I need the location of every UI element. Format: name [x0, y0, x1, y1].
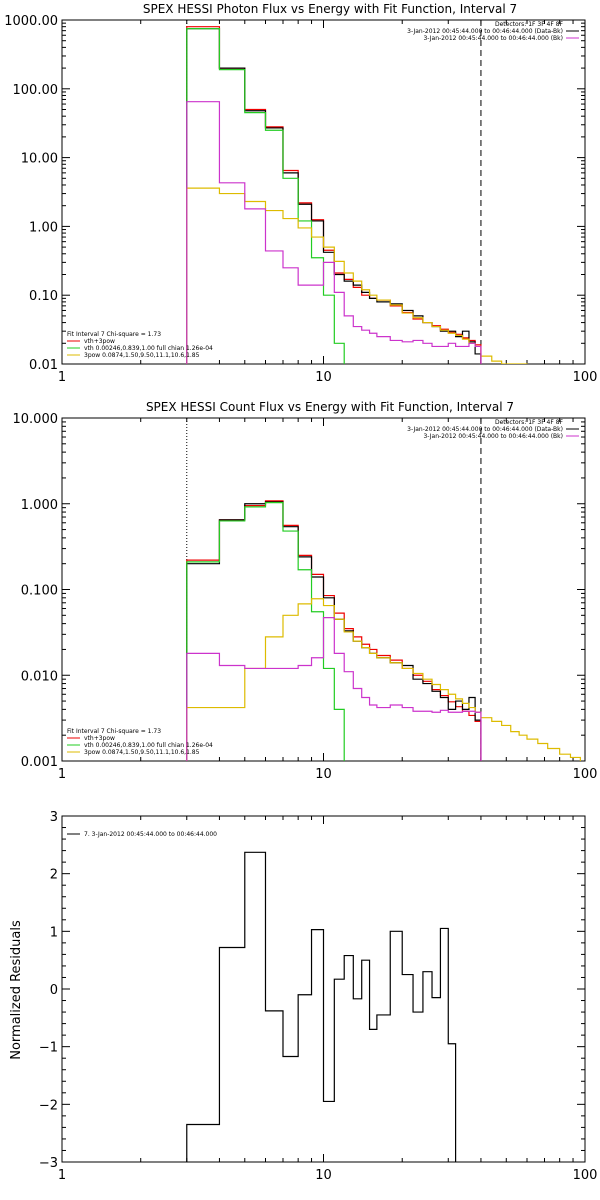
residuals-x-tick-label: 1	[58, 1168, 66, 1183]
count-y-tick-label: 10.000	[13, 412, 59, 427]
photon-legend-text: Fit Interval 7 Chi-square = 1.73	[67, 331, 161, 338]
photon-legend-text: 3pow 0.0874,1.50,9.50,11.1,10.6,1.85	[84, 352, 200, 359]
residuals-y-tick-label: −2	[39, 1098, 58, 1113]
photon-x-tick-label: 100	[573, 370, 598, 385]
photon-y-tick-label: 1000.00	[4, 14, 58, 29]
count-legend-text: 3pow 0.0874,1.50,9.50,11.1,10.6,1.85	[84, 749, 200, 756]
photon-y-tick-label: 0.10	[29, 289, 58, 304]
photon-y-tick-label: 0.01	[29, 358, 58, 373]
photon-legend-text: vth+3pow	[84, 338, 115, 345]
residuals-y-axis-label: Normalized Residuals	[9, 920, 24, 1060]
count-legend-text: Fit Interval 7 Chi-square = 1.73	[67, 728, 161, 735]
count-header-text: Detectors: 1F 3F 4F 8F	[495, 419, 564, 426]
residuals-y-tick-label: 1	[50, 925, 58, 940]
photon-flux-chart: SPEX HESSI Photon Flux vs Energy with Fi…	[4, 2, 597, 385]
count-series-vth	[186, 502, 345, 761]
count-legend-text: vth+3pow	[84, 735, 115, 742]
photon-plot-frame	[61, 19, 586, 365]
photon-chart-title: SPEX HESSI Photon Flux vs Energy with Fi…	[143, 2, 517, 16]
photon-legend-text: vth 0.00246,0.839,1.00 full chian 1.26e-…	[84, 345, 213, 352]
count-flux-chart: SPEX HESSI Count Flux vs Energy with Fit…	[13, 400, 598, 782]
count-series-bk	[186, 617, 482, 761]
photon-series-bk	[186, 101, 482, 364]
count-x-tick-label: 1	[58, 767, 66, 782]
count-y-tick-label: 0.100	[21, 584, 58, 599]
residuals-y-tick-label: −1	[39, 1041, 58, 1056]
count-x-tick-label: 10	[315, 767, 332, 782]
residuals-x-tick-label: 100	[573, 1168, 598, 1183]
photon-y-tick-label: 1.00	[29, 220, 58, 235]
photon-series-vth	[186, 28, 345, 364]
photon-y-tick-label: 100.00	[13, 83, 59, 98]
photon-x-tick-label: 10	[315, 370, 332, 385]
count-legend-text: vth 0.00246,0.839,1.00 full chian 1.26e-…	[84, 742, 213, 749]
count-y-tick-label: 0.010	[21, 669, 58, 684]
count-series-3pow	[186, 598, 581, 761]
count-x-tick-label: 100	[573, 767, 598, 782]
count-y-tick-label: 0.001	[21, 755, 58, 770]
photon-series-3pow	[186, 187, 528, 364]
residuals-y-tick-label: 0	[50, 983, 58, 998]
residuals-y-tick-label: −3	[39, 1156, 58, 1171]
photon-series-group	[186, 26, 528, 364]
count-chart-title: SPEX HESSI Count Flux vs Energy with Fit…	[146, 400, 514, 414]
residuals-series-group	[186, 851, 457, 1162]
residuals-chart: Normalized Residuals 1 10 100 −3 −2 −1 0 1 2 3 7. …	[9, 810, 597, 1183]
residuals-y-tick-label: 2	[50, 868, 58, 883]
photon-x-tick-label: 1	[58, 370, 66, 385]
photon-y-tick-label: 10.00	[21, 152, 58, 167]
photon-header-text: 3-Jan-2012 00:45:44.000 to 00:46:44.000 …	[407, 28, 563, 35]
residuals-x-tick-label: 10	[315, 1168, 332, 1183]
photon-header-text: Detectors: 1F 3F 4F 8F	[495, 21, 564, 28]
count-header-text: 3-Jan-2012 00:45:44.000 to 00:46:44.000 …	[423, 433, 563, 440]
count-series-group	[186, 500, 581, 761]
photon-header-text: 3-Jan-2012 00:45:44.000 to 00:46:44.000 …	[423, 35, 563, 42]
residuals-y-tick-label: 3	[50, 810, 58, 825]
residuals-series-7-3-jan-2012-00-45-44-000-to-00-46-44-000	[186, 851, 457, 1162]
count-y-tick-label: 1.000	[21, 498, 58, 513]
residuals-legend-text: 7. 3-Jan-2012 00:45:44.000 to 00:46:44.0…	[84, 831, 217, 838]
count-header-text: 3-Jan-2012 00:45:44.000 to 00:46:44.000 …	[407, 426, 563, 433]
